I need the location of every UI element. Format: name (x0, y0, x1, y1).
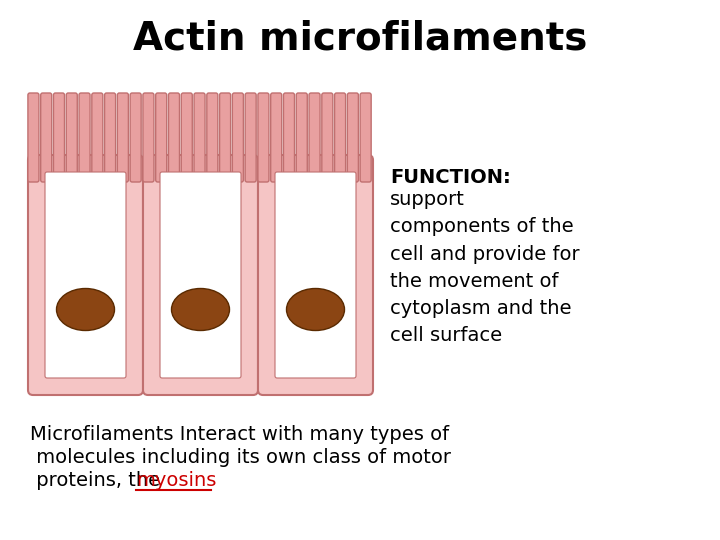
FancyBboxPatch shape (160, 172, 241, 378)
Ellipse shape (287, 288, 344, 330)
Text: FUNCTION:: FUNCTION: (390, 168, 510, 187)
FancyBboxPatch shape (296, 93, 307, 182)
FancyBboxPatch shape (271, 93, 282, 182)
FancyBboxPatch shape (207, 93, 218, 182)
FancyBboxPatch shape (66, 93, 77, 182)
FancyBboxPatch shape (347, 93, 359, 182)
FancyBboxPatch shape (220, 93, 230, 182)
FancyBboxPatch shape (92, 93, 103, 182)
FancyBboxPatch shape (284, 93, 294, 182)
Text: Microfilaments Interact with many types of: Microfilaments Interact with many types … (30, 425, 449, 444)
FancyBboxPatch shape (258, 93, 269, 182)
FancyBboxPatch shape (41, 93, 52, 182)
FancyBboxPatch shape (245, 93, 256, 182)
FancyBboxPatch shape (309, 93, 320, 182)
FancyBboxPatch shape (117, 93, 128, 182)
FancyBboxPatch shape (156, 93, 167, 182)
FancyBboxPatch shape (194, 93, 205, 182)
FancyBboxPatch shape (130, 93, 141, 182)
FancyBboxPatch shape (104, 93, 116, 182)
Text: Actin microfilaments: Actin microfilaments (132, 19, 588, 57)
FancyBboxPatch shape (322, 93, 333, 182)
Text: myosins: myosins (136, 471, 217, 490)
Ellipse shape (171, 288, 230, 330)
FancyBboxPatch shape (233, 93, 243, 182)
FancyBboxPatch shape (275, 172, 356, 378)
FancyBboxPatch shape (258, 155, 373, 395)
FancyBboxPatch shape (143, 93, 154, 182)
Text: molecules including its own class of motor: molecules including its own class of mot… (30, 448, 451, 467)
FancyBboxPatch shape (28, 155, 143, 395)
FancyBboxPatch shape (53, 93, 65, 182)
Text: support
components of the
cell and provide for
the movement of
cytoplasm and the: support components of the cell and provi… (390, 190, 580, 345)
FancyBboxPatch shape (335, 93, 346, 182)
Ellipse shape (56, 288, 114, 330)
FancyBboxPatch shape (360, 93, 372, 182)
FancyBboxPatch shape (181, 93, 192, 182)
Text: proteins, the: proteins, the (30, 471, 166, 490)
FancyBboxPatch shape (79, 93, 90, 182)
FancyBboxPatch shape (45, 172, 126, 378)
FancyBboxPatch shape (28, 93, 39, 182)
FancyBboxPatch shape (168, 93, 179, 182)
FancyBboxPatch shape (143, 155, 258, 395)
